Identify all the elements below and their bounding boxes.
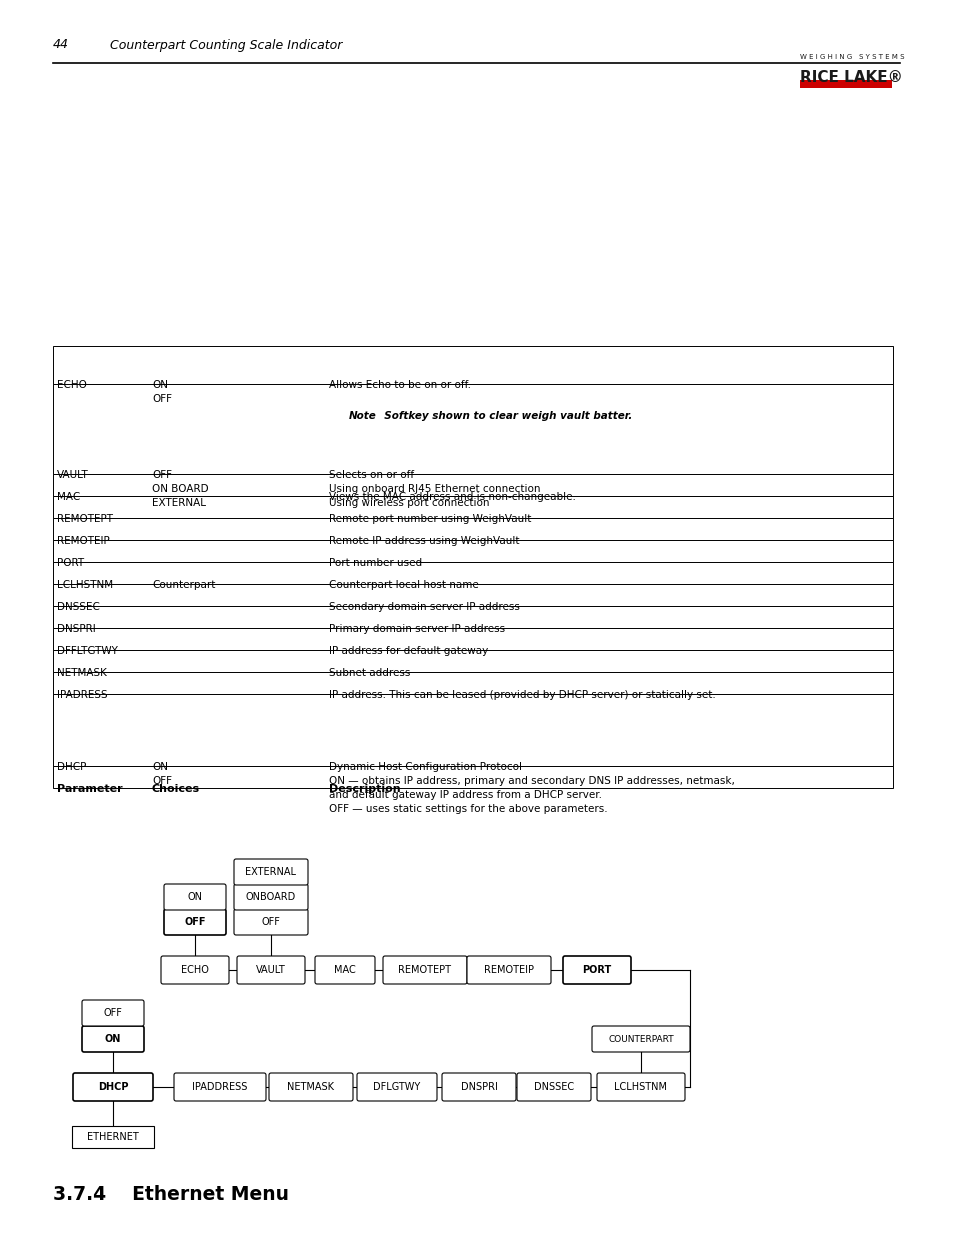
FancyBboxPatch shape (467, 956, 551, 984)
Text: ON: ON (105, 1034, 121, 1044)
FancyBboxPatch shape (164, 884, 226, 910)
Bar (53, 517, 892, 540)
FancyBboxPatch shape (314, 956, 375, 984)
Bar (53, 584, 892, 606)
FancyBboxPatch shape (233, 860, 308, 885)
Bar (53, 650, 892, 672)
Text: Note: Note (349, 411, 376, 421)
Text: ECHO: ECHO (57, 380, 87, 390)
Bar (800, 80, 891, 88)
FancyBboxPatch shape (592, 1026, 689, 1052)
Text: REMOTEPT: REMOTEPT (398, 965, 451, 974)
Text: DNSPRI: DNSPRI (460, 1082, 497, 1092)
Text: DNSSEC: DNSSEC (57, 601, 100, 613)
Text: DFLGTWY: DFLGTWY (373, 1082, 420, 1092)
Text: OFF: OFF (184, 918, 206, 927)
FancyBboxPatch shape (597, 1073, 684, 1100)
Text: OFF: OFF (261, 918, 280, 927)
Bar (53, 384, 892, 474)
Text: Softkey shown to clear weigh vault batter.: Softkey shown to clear weigh vault batte… (376, 411, 632, 421)
Text: MAC: MAC (57, 492, 80, 501)
FancyBboxPatch shape (269, 1073, 353, 1100)
FancyBboxPatch shape (356, 1073, 436, 1100)
Text: REMOTEPT: REMOTEPT (57, 514, 112, 524)
FancyBboxPatch shape (164, 909, 226, 935)
Text: IPADDRESS: IPADDRESS (193, 1082, 248, 1092)
Text: Counterpart Counting Scale Indicator: Counterpart Counting Scale Indicator (110, 38, 342, 52)
Text: OFF: OFF (104, 1008, 122, 1018)
Text: ECHO: ECHO (181, 965, 209, 974)
FancyBboxPatch shape (82, 1026, 144, 1052)
Text: DHCP: DHCP (57, 762, 87, 772)
Text: ON
OFF: ON OFF (152, 762, 172, 785)
Text: DFFLTGTWY: DFFLTGTWY (57, 646, 118, 656)
Text: MAC: MAC (334, 965, 355, 974)
Text: LCLHSTNM: LCLHSTNM (57, 580, 113, 590)
FancyBboxPatch shape (382, 956, 467, 984)
Text: DNSSEC: DNSSEC (534, 1082, 574, 1092)
Text: REMOTEIP: REMOTEIP (57, 536, 110, 546)
Text: Subnet address: Subnet address (329, 668, 410, 678)
Text: Views the MAC address and is non-changeable.: Views the MAC address and is non-changea… (329, 492, 576, 501)
Text: ETHERNET: ETHERNET (87, 1132, 139, 1142)
Text: EXTERNAL: EXTERNAL (245, 867, 296, 877)
Text: PORT: PORT (581, 965, 611, 974)
Bar (53, 766, 892, 788)
FancyBboxPatch shape (161, 956, 229, 984)
Text: Counterpart: Counterpart (152, 580, 215, 590)
Bar (71, 1126, 153, 1149)
Text: 3.7.4    Ethernet Menu: 3.7.4 Ethernet Menu (53, 1186, 289, 1204)
Bar (53, 694, 892, 766)
Text: Description: Description (329, 784, 400, 794)
FancyBboxPatch shape (562, 956, 630, 984)
Text: Choices: Choices (152, 784, 200, 794)
Text: Remote port number using WeighVault: Remote port number using WeighVault (329, 514, 531, 524)
FancyBboxPatch shape (517, 1073, 590, 1100)
Bar (53, 562, 892, 584)
Bar (53, 346, 892, 384)
Bar (53, 540, 892, 562)
FancyBboxPatch shape (82, 1000, 144, 1026)
Text: NETMASK: NETMASK (287, 1082, 335, 1092)
Bar (53, 672, 892, 694)
FancyBboxPatch shape (233, 884, 308, 910)
Text: Parameter: Parameter (57, 784, 123, 794)
Text: OFF
ON BOARD
EXTERNAL: OFF ON BOARD EXTERNAL (152, 471, 209, 508)
Text: 44: 44 (53, 38, 69, 52)
Text: Secondary domain server IP address: Secondary domain server IP address (329, 601, 519, 613)
Bar (53, 474, 892, 496)
Text: RICE LAKE®: RICE LAKE® (800, 70, 902, 85)
Bar (53, 606, 892, 629)
Text: ON: ON (188, 892, 202, 902)
Text: Counterpart local host name: Counterpart local host name (329, 580, 478, 590)
Text: REMOTEIP: REMOTEIP (483, 965, 534, 974)
Text: Selects on or off
Using onboard RJ45 Ethernet connection
Using wireless port con: Selects on or off Using onboard RJ45 Eth… (329, 471, 540, 508)
Text: COUNTERPART: COUNTERPART (608, 1035, 673, 1044)
Text: Remote IP address using WeighVault: Remote IP address using WeighVault (329, 536, 519, 546)
Text: DHCP: DHCP (97, 1082, 128, 1092)
FancyBboxPatch shape (73, 1073, 152, 1100)
Text: Port number used: Port number used (329, 558, 421, 568)
Text: Dynamic Host Configuration Protocol
ON — obtains IP address, primary and seconda: Dynamic Host Configuration Protocol ON —… (329, 762, 734, 814)
Text: DNSPRI: DNSPRI (57, 624, 95, 634)
Text: VAULT: VAULT (255, 965, 286, 974)
Text: ONBOARD: ONBOARD (246, 892, 295, 902)
Text: VAULT: VAULT (57, 471, 89, 480)
FancyBboxPatch shape (173, 1073, 266, 1100)
Text: NETMASK: NETMASK (57, 668, 107, 678)
Text: Primary domain server IP address: Primary domain server IP address (329, 624, 504, 634)
Bar (53, 496, 892, 517)
Bar (53, 629, 892, 650)
Text: Allows Echo to be on or off.: Allows Echo to be on or off. (329, 380, 471, 390)
Text: IP address for default gateway: IP address for default gateway (329, 646, 488, 656)
Text: LCLHSTNM: LCLHSTNM (614, 1082, 667, 1092)
Text: ON
OFF: ON OFF (152, 380, 172, 404)
FancyBboxPatch shape (236, 956, 305, 984)
FancyBboxPatch shape (441, 1073, 516, 1100)
Text: PORT: PORT (57, 558, 84, 568)
Text: IP address. This can be leased (provided by DHCP server) or statically set.: IP address. This can be leased (provided… (329, 690, 715, 700)
FancyBboxPatch shape (233, 909, 308, 935)
Text: IPADRESS: IPADRESS (57, 690, 108, 700)
Text: W E I G H I N G   S Y S T E M S: W E I G H I N G S Y S T E M S (800, 54, 903, 61)
